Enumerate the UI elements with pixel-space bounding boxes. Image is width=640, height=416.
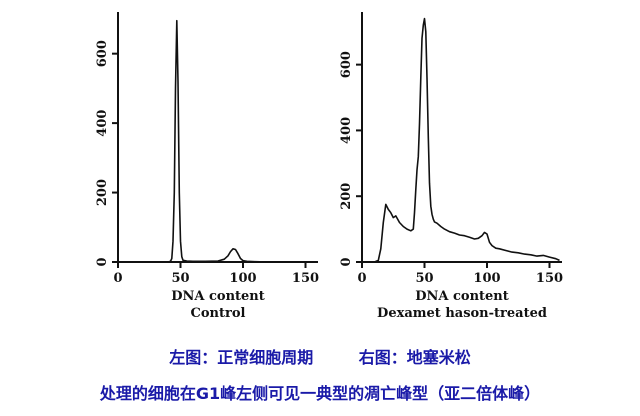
left-y-tick-label-400: 400 (95, 110, 110, 137)
right-x-tick-label-150: 150 (536, 271, 563, 286)
left-histogram-line (167, 19, 318, 263)
left-x-tick-label-100: 100 (229, 271, 256, 286)
right-chart-subtitle: Dexamet hason-treated (377, 306, 547, 321)
left-x-tick-label-150: 150 (292, 271, 319, 286)
histogram-figure: 0 200 400 600 0 50 100 150 DNA content Control 0 20… (95, 12, 563, 321)
right-x-tick-label-100: 100 (473, 271, 500, 286)
left-y-tick-label-0: 0 (95, 257, 110, 266)
left-x-axis-label: DNA content (171, 289, 265, 304)
right-y-tick-label-600: 600 (339, 51, 354, 78)
left-y-tick-label-600: 600 (95, 40, 110, 67)
left-x-tick-label-50: 50 (171, 271, 189, 286)
right-y-tick-label-200: 200 (339, 183, 354, 210)
right-x-tick-label-0: 0 (357, 271, 366, 286)
left-y-tick-label-200: 200 (95, 179, 110, 206)
caption-line-2: 处理的细胞在G1峰左侧可见一典型的凋亡峰型（亚二倍体峰） (99, 384, 541, 403)
left-x-tick-label-0: 0 (113, 271, 122, 286)
caption-right-label: 右图：地塞米松 (358, 348, 471, 367)
right-x-axis-label: DNA content (415, 289, 509, 304)
right-y-tick-label-400: 400 (339, 117, 354, 144)
right-histogram-line (374, 17, 560, 263)
right-x-tick-label-50: 50 (415, 271, 433, 286)
right-y-tick-label-0: 0 (339, 257, 354, 266)
left-chart-subtitle: Control (191, 306, 246, 321)
caption-line-1: 左图：正常细胞周期 右图：地塞米松 (0, 344, 640, 368)
caption-left-label: 左图：正常细胞周期 (169, 348, 314, 367)
